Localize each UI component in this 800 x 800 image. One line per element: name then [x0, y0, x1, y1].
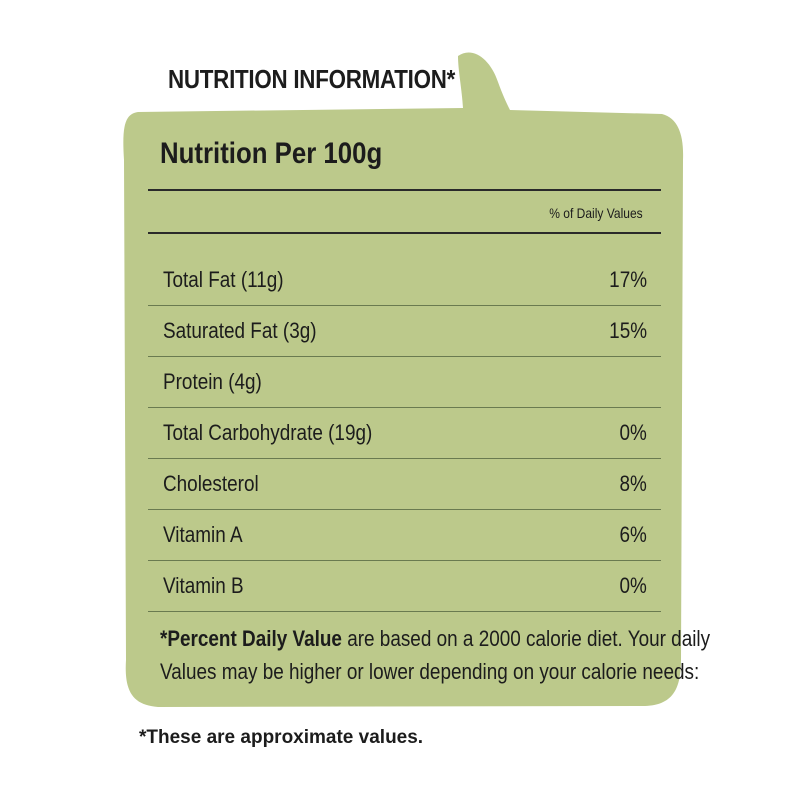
page-title: NUTRITION INFORMATION* — [168, 64, 456, 94]
approximate-values-note: *These are approximate values. — [139, 727, 424, 748]
nutrient-row: Total Fat (11g) 17% — [148, 255, 661, 306]
header-rule — [148, 232, 661, 234]
nutrient-row: Saturated Fat (3g) 15% — [148, 306, 661, 357]
nutrient-label: Total Carbohydrate (19g) — [163, 420, 373, 445]
nutrient-percent: 15% — [609, 318, 647, 343]
top-rule — [148, 189, 661, 191]
nutrient-label: Protein (4g) — [163, 369, 262, 394]
nutrient-percent: 0% — [619, 573, 647, 598]
nutrient-percent: 6% — [619, 522, 647, 547]
nutrient-label: Cholesterol — [163, 471, 259, 496]
panel-heading: Nutrition Per 100g — [160, 137, 383, 170]
nutrient-row: Cholesterol 8% — [148, 459, 661, 510]
footnote-line1: are based on a 2000 calorie diet. Your d… — [341, 626, 711, 651]
daily-values-header: % of Daily Values — [549, 205, 643, 221]
daily-value-footnote: *Percent Daily Value are based on a 2000… — [160, 622, 710, 688]
nutrient-row: Total Carbohydrate (19g) 0% — [148, 408, 661, 459]
footnote-bold: *Percent Daily Value — [160, 626, 342, 651]
nutrient-label: Vitamin A — [163, 522, 243, 547]
nutrient-percent: 8% — [619, 471, 647, 496]
nutrient-label: Vitamin B — [163, 573, 244, 598]
nutrient-row: Vitamin B 0% — [148, 561, 661, 612]
nutrient-row: Protein (4g) — [148, 357, 661, 408]
footnote-line2: Values may be higher or lower depending … — [160, 659, 700, 684]
nutrient-label: Total Fat (11g) — [163, 267, 284, 292]
nutrient-percent: 17% — [609, 267, 647, 292]
nutrient-label: Saturated Fat (3g) — [163, 318, 317, 343]
nutrient-row: Vitamin A 6% — [148, 510, 661, 561]
nutrient-percent: 0% — [619, 420, 647, 445]
panel-shape — [123, 52, 684, 707]
